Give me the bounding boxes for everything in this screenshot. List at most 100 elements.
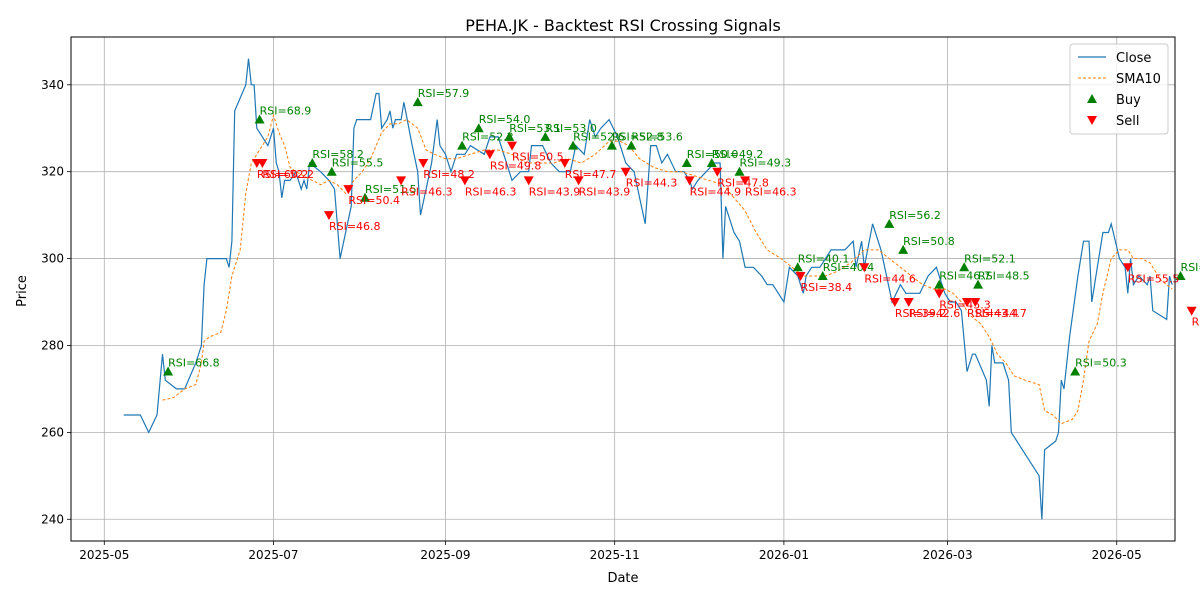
buy-annotation: RSI=49.2 [712,148,764,161]
buy-annotation: RSI=53.1 [509,122,561,135]
y-axis: 240 260 280 300 320 340 [41,78,71,526]
sell-annotation: RSI=46.3 [465,185,517,198]
buy-marker [1175,270,1186,280]
sell-annotation: RSI=43.4 [967,307,1019,320]
signal-layer: RSI=66.8RSI=68.9RSI=58.2RSI=55.5RSI=51.5… [163,87,1200,376]
sell-marker [323,211,334,221]
sell-marker [459,176,470,186]
buy-marker [1070,366,1081,376]
sell-annotation: RSI=50.5 [512,151,564,164]
y-tick-label: 320 [41,165,64,179]
buy-marker [326,166,337,176]
sell-annotation: RSI=43.9 [579,185,631,198]
sell-marker [559,159,570,168]
buy-annotation: RSI=52.1 [964,252,1016,265]
sell-marker [484,150,495,160]
plot-frame [70,36,1176,542]
legend-label: Sell [1116,114,1139,129]
sell-annotation: RSI=46.3 [401,185,453,198]
sell-marker [684,176,695,186]
sell-marker [889,298,900,308]
sell-annotation: RSI=44.7 [975,307,1027,320]
buy-marker [626,140,637,150]
buy-marker [163,366,174,376]
sell-marker [507,141,518,151]
sell-annotation: RSI=52.2 [262,168,314,181]
buy-annotation: RSI=57.9 [418,87,470,100]
sell-marker [903,298,914,308]
y-tick-label: 240 [41,512,64,526]
buy-annotation: RSI=56.2 [889,209,941,222]
legend-box [1069,43,1169,135]
buy-annotation: RSI=68.9 [260,105,312,118]
sell-marker [859,263,870,273]
sell-annotation: RSI=44.6 [864,272,916,285]
series-line-sma10 [162,113,1173,425]
gridlines [71,37,1175,541]
x-tick-label: 2026-03 [922,548,972,562]
sell-marker [740,176,751,186]
buy-marker [973,279,984,289]
y-tick-label: 280 [41,338,64,352]
sell-marker [257,159,268,168]
sell-annotation: RSI=47.7 [565,168,617,181]
sell-marker [1122,263,1133,273]
legend-label: SMA10 [1116,72,1161,87]
sell-marker [1186,306,1197,316]
buy-annotation: RSI=55.5 [332,157,384,170]
buy-annotation: RSI=50.3 [1075,357,1127,370]
buy-annotation: RSI=48.5 [978,270,1030,283]
buy-annotation: RSI=49.3 [740,157,792,170]
series-line-close [123,58,1173,520]
x-tick-label: 2025-11 [590,548,640,562]
buy-marker [817,270,828,280]
buy-marker [504,131,515,141]
buy-marker [734,166,745,176]
x-axis-label: Date [607,571,638,586]
x-tick-label: 2025-05 [79,548,129,562]
buy-annotation: RSI=52.8 [612,131,664,144]
sell-annotation: RSI=46.8 [329,220,381,233]
sell-annotation: RSI=38.4 [801,281,853,294]
buy-marker [884,218,895,228]
sell-annotation: RSI=47.8 [717,177,769,190]
buy-annotation: RSI=66.8 [168,357,220,370]
buy-marker [360,192,371,202]
chart-title: PEHA.JK - Backtest RSI Crossing Signals [465,16,781,35]
buy-marker [540,131,551,141]
y-tick-label: 300 [41,252,64,266]
x-tick-label: 2025-09 [420,548,470,562]
sell-marker [712,167,723,177]
sell-marker [795,271,806,281]
sell-marker [418,159,429,168]
buy-annotation: RSI=52.2 [462,131,514,144]
buy-marker [473,123,484,133]
legend: Close SMA10 Buy Sell [1069,43,1169,135]
sell-marker [961,298,972,308]
sell-marker [934,289,945,299]
buy-marker [898,244,909,254]
x-tick-label: 2026-05 [1092,548,1142,562]
sell-marker [970,298,981,308]
y-tick-label: 260 [41,425,64,439]
buy-annotation: RSI=46.7 [939,270,991,283]
buy-annotation: RSI=52.6 [573,131,625,144]
buy-annotation: RSI=50.0 [687,148,739,161]
buy-annotation: RSI=40.1 [798,252,850,265]
buy-marker [681,158,692,167]
sell-annotation: RSI=49.8 [490,159,542,172]
buy-marker [934,279,945,289]
buy-marker [254,114,265,124]
sell-annotation: RSI=44.3 [626,177,678,190]
sell-marker [396,176,407,186]
buy-marker [706,158,717,167]
sell-marker [343,185,354,195]
buy-marker [606,140,617,150]
sell-annotation: RSI=43.9 [529,185,581,198]
buy-marker [307,158,318,167]
sell-marker [523,176,534,186]
sell-annotation: RSI=39.2 [895,307,947,320]
buy-marker [959,262,970,272]
